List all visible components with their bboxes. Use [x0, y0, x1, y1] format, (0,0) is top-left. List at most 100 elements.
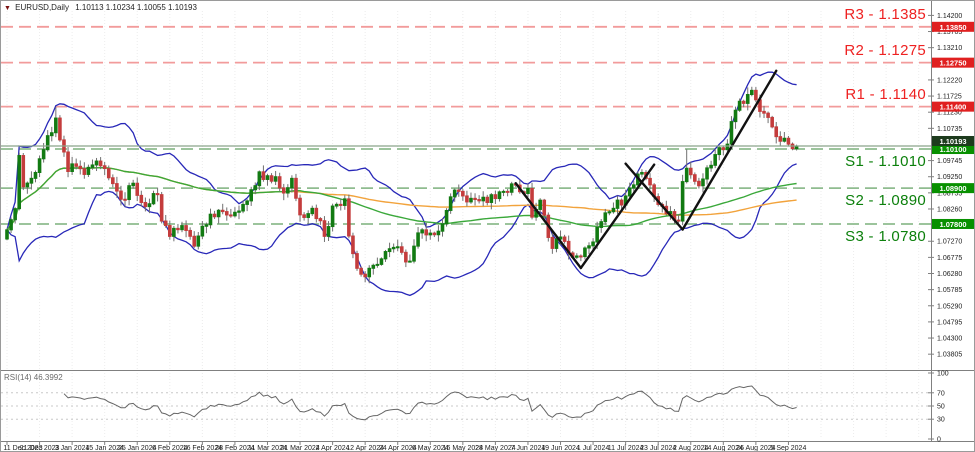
candle	[172, 227, 176, 237]
price-tick-label: 1.04300	[937, 336, 962, 343]
rsi-line	[63, 385, 797, 421]
candle	[750, 89, 754, 96]
candle	[37, 158, 42, 173]
candle	[5, 229, 9, 240]
candle	[399, 246, 404, 253]
date-tick-label: 3 Jan 2024	[55, 445, 90, 452]
candle	[326, 226, 331, 237]
price-tick-label: 1.14200	[937, 13, 962, 20]
trendline[interactable]	[681, 69, 778, 231]
candle	[355, 253, 359, 269]
price-tick-label: 1.07270	[937, 239, 962, 246]
price-tick-label: 1.09250	[937, 174, 962, 181]
candle	[477, 199, 481, 202]
price-axis-badges: 1.13850 1.12750 1.11400 1.10100 1.08900 1.078…	[932, 21, 974, 229]
candle	[33, 171, 38, 179]
candle	[49, 132, 54, 137]
candle	[778, 136, 783, 142]
candle	[115, 183, 119, 192]
price-grid	[6, 11, 920, 439]
candle	[314, 207, 319, 220]
candle	[408, 260, 412, 263]
candle	[78, 165, 83, 170]
candle	[208, 213, 213, 226]
candle	[782, 137, 787, 142]
candle	[302, 214, 306, 218]
candle	[774, 126, 779, 138]
rsi-indicator-label: RSI(14) 46.3992	[4, 373, 63, 382]
candle	[351, 235, 355, 255]
price-tick-label: 1.09745	[937, 158, 962, 165]
candle	[13, 208, 17, 221]
trendlines-layer[interactable]	[514, 69, 778, 270]
candle	[432, 232, 437, 236]
rsi-tick-label: 0	[937, 437, 941, 444]
date-tick-label: 12 Apr 2024	[346, 445, 384, 452]
support-S2-badge	[932, 183, 974, 194]
candle	[583, 247, 587, 258]
date-tick-label: 28 Feb 2024	[215, 445, 254, 452]
candle	[371, 264, 376, 269]
date-tick-label: 21 Mar 2024	[280, 445, 319, 452]
date-tick-label: 7 Jun 2024	[511, 445, 546, 452]
candle	[497, 191, 502, 200]
candle	[155, 193, 160, 196]
candle	[249, 189, 253, 202]
candle	[310, 207, 315, 215]
date-tick-label: 5 Sep 2024	[771, 445, 807, 452]
candle	[701, 178, 705, 187]
trendline[interactable]	[579, 163, 656, 270]
candle	[257, 171, 262, 187]
candle	[347, 198, 351, 237]
level-label-S1: S1 - 1.1010	[845, 153, 926, 171]
candle	[428, 232, 433, 236]
candle	[245, 200, 249, 205]
candle	[725, 143, 730, 151]
candle	[106, 168, 111, 179]
rsi-pane[interactable]: 100 70 50 30 0	[1, 371, 949, 444]
chart-title: ▼ EURUSD,Daily 1.10113 1.10234 1.10055 1…	[4, 3, 197, 12]
date-tick-label: 2 Aug 2024	[673, 445, 709, 452]
candle	[290, 177, 294, 189]
trendline[interactable]	[624, 162, 684, 231]
candle	[424, 229, 429, 236]
date-tick-label: 2 Apr 2024	[316, 445, 350, 452]
price-tick-label: 1.05290	[937, 303, 962, 310]
candle	[493, 194, 498, 200]
date-tick-label: 28 May 2024	[475, 445, 516, 452]
candle	[237, 210, 241, 213]
trendline[interactable]	[514, 182, 583, 270]
candle	[627, 187, 632, 197]
candle	[648, 177, 652, 186]
candle	[159, 194, 164, 222]
candle	[367, 267, 372, 278]
date-tick-label: 25 Jan 2024	[118, 445, 157, 452]
candle	[676, 219, 681, 222]
resistance-R3-badge	[932, 21, 974, 32]
candle	[456, 189, 461, 192]
candle	[54, 117, 58, 134]
candle	[363, 273, 367, 278]
symbol-dropdown-icon[interactable]: ▼	[4, 5, 11, 12]
candle	[538, 199, 542, 210]
candle	[607, 211, 612, 214]
candle	[98, 160, 103, 167]
candle	[603, 212, 608, 223]
candle	[200, 225, 205, 237]
candle	[119, 190, 123, 200]
price-axis[interactable]: 1.14200 1.13705 1.13210 1.12220 1.11725 1.112…	[928, 13, 962, 359]
date-tick-label: 6 May 2024	[412, 445, 449, 452]
candle	[501, 190, 506, 193]
bollinger-upper-band	[6, 71, 797, 230]
candle	[485, 196, 490, 203]
svg-text:1.10193: 1.10193	[939, 137, 966, 146]
candle	[729, 121, 734, 145]
candle	[45, 135, 50, 151]
candle	[163, 220, 168, 227]
date-tick-label: 1 Jul 2024	[577, 445, 609, 452]
price-tick-label: 1.11230	[937, 110, 962, 117]
candle	[436, 230, 441, 236]
